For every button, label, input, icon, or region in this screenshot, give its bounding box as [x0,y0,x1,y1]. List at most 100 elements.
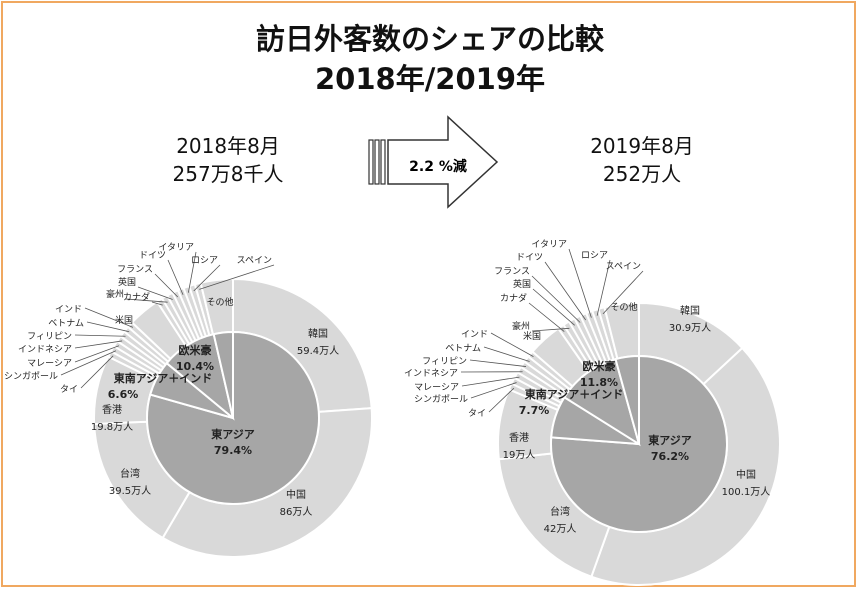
decrease-arrow-icon [368,115,499,209]
inner-label-share-1: 6.6% [108,388,139,401]
outer-small-label-9: ベトナム [445,343,481,354]
outer-small-label-6: マレーシア [27,359,72,369]
inner-label-share-1: 7.7% [519,404,550,417]
inner-slice-0 [550,354,728,533]
inner-label-name-1: 東南アジア＋インド [525,387,624,401]
leader-line-15 [154,273,179,298]
outer-small-label-18: ロシア [581,251,608,261]
outer-small-label-17: イタリア [531,239,567,250]
outer-small-label-11: 米国 [523,330,541,342]
outer-small-label-16: ドイツ [516,253,543,263]
inner-label-share-0: 76.2% [651,450,689,463]
inner-slice-0 [146,330,320,505]
outer-small-label-8: フィリピン [422,356,467,367]
leader-line-5 [470,382,517,399]
outer-small-label-5: シンガポール [4,371,58,382]
outer-label-name-2: 台湾 [550,505,570,518]
outer-small-label-12: カナダ [500,292,527,304]
leader-line-8 [469,359,527,367]
outer-label-other: その他 [206,296,233,308]
outer-label-name-3: 香港 [102,404,122,416]
leader-line-19 [199,264,275,290]
outer-small-label-8: フィリピン [27,331,72,342]
outer-small-label-6: マレーシア [414,383,459,393]
period-2018-total: 257万8千人 [172,162,284,186]
leader-line-16 [167,259,184,295]
leader-line-4 [488,387,515,413]
outer-small-label-14: 英国 [118,276,136,288]
outer-small-label-19: スペイン [606,262,641,272]
leader-line-17 [187,251,197,293]
outer-small-label-7: インドネシア [18,344,72,355]
leader-line-10 [84,307,134,328]
outer-label-name-1: 中国 [286,488,306,501]
outer-label-value-1: 100.1万人 [722,486,771,498]
inner-label-name-0: 東アジア [648,433,692,447]
inner-label-name-0: 東アジア [211,427,255,441]
outer-small-label-15: フランス [117,264,153,275]
outer-small-label-4: タイ [468,408,486,419]
outer-small-label-5: シンガポール [414,394,468,405]
outer-small-label-10: インド [461,330,488,340]
leader-line-6 [461,376,520,387]
leader-line-13 [125,298,168,303]
period-2019: 2019年8月 252万人 [532,132,752,188]
outer-label-value-2: 42万人 [544,523,577,535]
outer-small-label-15: フランス [494,266,530,277]
outer-small-label-7: インドネシア [404,368,458,379]
outer-label-name-0: 韓国 [308,328,328,340]
leader-line-12 [151,301,163,306]
inner-slice-3 [212,330,234,419]
inner-label-share-2: 11.8% [580,376,618,389]
outer-label-value-3: 19万人 [503,449,536,461]
outer-label-value-0: 30.9万人 [669,322,711,334]
outer-small-label-13: 豪州 [512,320,530,332]
slide-title: 訪日外客数のシェアの比較 [255,22,604,56]
outer-small-label-13: 豪州 [106,288,124,300]
leader-line-13 [531,327,570,332]
leader-line-14 [137,286,173,300]
leader-line-6 [74,345,120,363]
period-2019-total: 252万人 [602,162,682,186]
leader-line-9 [483,346,530,362]
leader-line-9 [86,321,130,333]
inner-label-name-2: 欧米豪 [583,359,616,373]
leader-line-18 [596,259,611,316]
outer-label-other: その他 [610,301,637,313]
leader-line-10 [490,332,534,358]
period-2019-label: 2019年8月 [590,134,694,158]
leader-line-16 [544,261,587,321]
leader-line-14 [532,288,575,326]
outer-small-label-14: 英国 [513,278,531,290]
leader-line-12 [528,302,565,332]
outer-label-value-1: 86万人 [280,506,313,518]
outer-label-name-0: 韓国 [680,305,700,317]
outer-label-value-2: 39.5万人 [109,485,151,497]
inner-slice-3 [614,354,640,445]
leader-line-18 [193,264,221,292]
outer-small-label-12: カナダ [123,291,150,303]
outer-small-label-17: イタリア [158,242,194,253]
leader-line-15 [531,275,581,323]
leader-line-7 [74,340,123,349]
leader-line-4 [80,355,114,389]
outer-small-label-9: ベトナム [48,318,84,329]
slide-subtitle: 2018年/2019年 [314,62,546,96]
outer-small-label-18: ロシア [191,256,218,266]
outer-small-label-4: タイ [60,384,78,395]
period-2018-label: 2018年8月 [176,134,280,158]
outer-label-name-2: 台湾 [120,467,140,480]
leader-line-8 [74,334,126,337]
arrow-label: 2.2 %減 [409,159,467,175]
period-2018: 2018年8月 257万8千人 [118,132,338,188]
outer-small-label-11: 米国 [115,314,133,326]
pie-chart-0 [60,251,373,558]
outer-label-value-3: 19.8万人 [91,421,133,433]
outer-small-label-16: ドイツ [139,251,166,261]
outer-label-value-0: 59.4万人 [297,345,339,357]
inner-label-name-1: 東南アジア＋インド [114,371,213,385]
pie-chart-1 [460,248,781,586]
inner-label-name-2: 欧米豪 [179,343,212,357]
